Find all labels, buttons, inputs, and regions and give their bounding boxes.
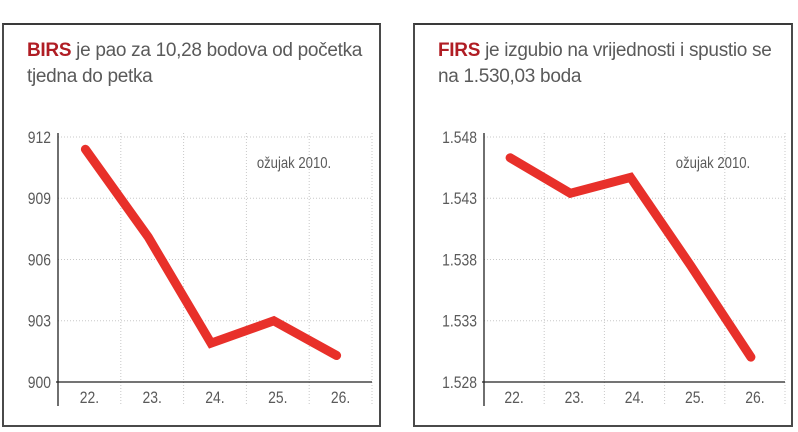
- x-tick-label: 23.: [565, 389, 584, 408]
- x-tick-label: 25.: [685, 389, 704, 408]
- data-line: [80, 144, 342, 360]
- x-tick-label: 26.: [745, 389, 764, 408]
- x-tick-label: 22.: [504, 389, 523, 408]
- firs-chart: 1.548 1.543 1.538 1.533 1.528 22. 23. 24. 25. 26.…: [442, 129, 786, 408]
- y-tick-label: 1.533: [442, 313, 477, 332]
- y-tick-label: 909: [28, 190, 51, 209]
- birs-title: BIRS je pao za 10,28 bodova od početka t…: [27, 38, 379, 90]
- birs-panel: BIRS je pao za 10,28 bodova od početka t…: [2, 23, 381, 427]
- y-tick-label: 1.543: [442, 190, 477, 209]
- y-tick-label: 906: [28, 251, 51, 270]
- y-tick-label: 1.528: [442, 374, 477, 393]
- firs-title-text: je izgubio na vrijednosti i spustio se n…: [438, 40, 772, 87]
- y-tick-label: 900: [28, 374, 52, 393]
- x-tick-label: 23.: [143, 389, 162, 408]
- firs-title: FIRS je izgubio na vrijednosti i spustio…: [438, 38, 791, 90]
- x-tick-label: 24.: [625, 389, 644, 408]
- x-tick-label: 22.: [80, 389, 99, 408]
- date-annotation: ožujak 2010.: [257, 155, 331, 172]
- y-tick-label: 1.548: [442, 129, 477, 148]
- y-tick-label: 1.538: [442, 251, 477, 270]
- date-annotation: ožujak 2010.: [676, 155, 750, 172]
- x-tick-label: 26.: [331, 389, 350, 408]
- y-tick-label: 912: [28, 129, 51, 148]
- birs-chart: 912 909 906 903 900 22. 23. 24. 25. 26. ožujak 201…: [28, 129, 373, 408]
- data-line: [505, 153, 756, 362]
- x-tick-label: 24.: [205, 389, 224, 408]
- y-tick-label: 903: [28, 313, 51, 332]
- birs-brand: BIRS: [27, 40, 72, 61]
- birs-title-text: je pao za 10,28 bodova od početka tjedna…: [27, 40, 363, 87]
- x-tick-label: 25.: [268, 389, 287, 408]
- firs-brand: FIRS: [438, 40, 481, 61]
- firs-panel: FIRS je izgubio na vrijednosti i spustio…: [413, 23, 793, 427]
